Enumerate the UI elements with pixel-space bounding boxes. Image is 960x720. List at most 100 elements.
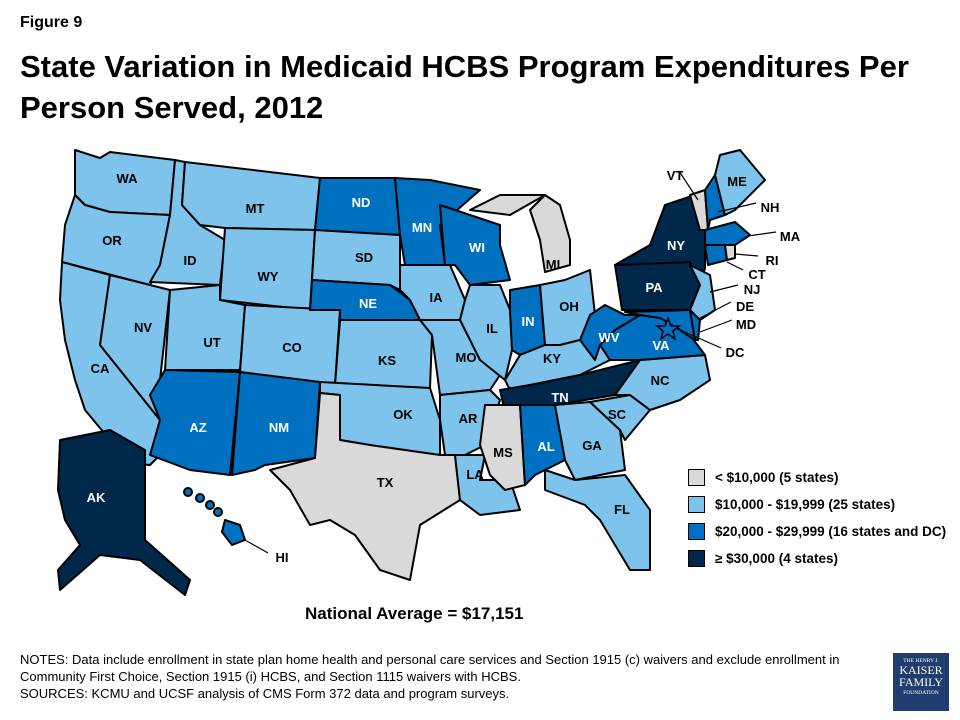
legend-item: $20,000 - $29,999 (16 states and DC): [688, 518, 946, 545]
state-mi: [529, 194, 571, 273]
logo-line: FOUNDATION: [903, 690, 939, 696]
state-label-sd: SD: [355, 250, 373, 265]
state-label-md: MD: [736, 317, 756, 332]
state-label-la: LA: [466, 467, 484, 482]
state-label-de: DE: [736, 299, 754, 314]
state-me: [714, 149, 766, 216]
legend-swatch: [688, 496, 705, 513]
state-sc: [589, 394, 651, 441]
legend-label: $10,000 - $19,999 (25 states): [715, 497, 896, 512]
kff-logo: THE HENRY J. KAISER FAMILY FOUNDATION: [893, 653, 949, 711]
state-ak: [57, 429, 191, 596]
state-tx: [269, 392, 461, 581]
legend-swatch: [688, 550, 705, 567]
state-label-me: ME: [727, 174, 747, 189]
state-wi: [439, 204, 511, 286]
state-label-wa: WA: [117, 171, 139, 186]
leader-line: [726, 261, 744, 271]
state-label-sc: SC: [608, 407, 627, 422]
national-average: National Average = $17,151: [305, 604, 524, 623]
state-label-fl: FL: [614, 502, 630, 517]
logo-line: FAMILY: [899, 675, 943, 689]
legend-swatch: [688, 523, 705, 540]
state-sd: [311, 229, 401, 291]
state-label-id: ID: [184, 253, 197, 268]
state-nj: [689, 264, 716, 321]
state-label-ar: AR: [459, 411, 478, 426]
figure-title: State Variation in Medicaid HCBS Program…: [20, 49, 909, 125]
state-label-in: IN: [522, 314, 535, 329]
state-label-ak: AK: [87, 490, 106, 505]
state-label-al: AL: [537, 439, 554, 454]
leader-line: [699, 301, 732, 319]
state-label-ut: UT: [203, 335, 220, 350]
state-hi-island: [195, 493, 205, 503]
state-label-wy: WY: [258, 269, 279, 284]
state-label-dc: DC: [726, 345, 745, 360]
figure-label: Figure 9: [20, 14, 83, 31]
state-label-az: AZ: [189, 420, 206, 435]
state-label-nc: NC: [651, 373, 670, 388]
state-hi: [221, 519, 246, 546]
state-label-nd: ND: [352, 195, 371, 210]
state-label-oh: OH: [559, 299, 579, 314]
state-wv: [579, 304, 641, 361]
leader-line: [734, 253, 759, 257]
leader-line: [244, 539, 269, 554]
legend-swatch: [688, 469, 705, 486]
leader-line: [684, 331, 722, 349]
state-mt: [181, 161, 321, 231]
state-label-hi: HI: [276, 550, 289, 565]
state-label-mn: MN: [412, 220, 432, 235]
legend-item: $10,000 - $19,999 (25 states): [688, 491, 946, 518]
state-label-nm: NM: [269, 420, 289, 435]
state-label-ga: GA: [582, 438, 602, 453]
state-label-co: CO: [282, 340, 302, 355]
state-label-ok: OK: [393, 407, 413, 422]
state-label-va: VA: [652, 338, 670, 353]
state-mi: [469, 194, 546, 216]
state-label-nj: NJ: [744, 282, 761, 297]
state-fl: [544, 469, 651, 571]
state-label-wv: WV: [599, 330, 620, 345]
state-label-ne: NE: [359, 296, 377, 311]
state-label-ca: CA: [91, 361, 110, 376]
state-hi-island: [183, 487, 193, 497]
state-label-nh: NH: [761, 200, 780, 215]
state-label-tx: TX: [377, 475, 394, 490]
state-label-ky: KY: [543, 351, 561, 366]
sources-text: SOURCES: KCMU and UCSF analysis of CMS F…: [20, 686, 510, 701]
leader-line: [699, 319, 733, 333]
state-la: [444, 454, 521, 516]
state-label-ri: RI: [766, 253, 779, 268]
state-label-ma: MA: [780, 229, 801, 244]
logo-line: KAISER: [899, 663, 943, 677]
state-ct: [704, 244, 728, 266]
state-label-mt: MT: [246, 201, 265, 216]
state-label-ks: KS: [378, 353, 396, 368]
state-label-mi: MI: [546, 257, 560, 272]
legend-label: $20,000 - $29,999 (16 states and DC): [715, 524, 947, 539]
state-label-ms: MS: [493, 445, 513, 460]
state-hi-island: [213, 507, 223, 517]
legend: < $10,000 (5 states) $10,000 - $19,999 (…: [688, 464, 946, 572]
legend-item: < $10,000 (5 states): [688, 464, 946, 491]
state-label-tn: TN: [551, 390, 568, 405]
state-label-wi: WI: [469, 240, 485, 255]
notes-text: NOTES: Data include enrollment in state …: [20, 652, 840, 684]
legend-label: ≥ $30,000 (4 states): [715, 551, 838, 566]
state-ri: [724, 244, 736, 261]
state-label-il: IL: [486, 321, 498, 336]
state-nh: [704, 174, 726, 231]
state-ks: [334, 319, 433, 389]
dc-star-icon: [654, 315, 682, 341]
state-label-ia: IA: [430, 290, 444, 305]
state-label-pa: PA: [645, 280, 663, 295]
state-ma: [704, 221, 751, 246]
legend-item: ≥ $30,000 (4 states): [688, 545, 946, 572]
legend-label: < $10,000 (5 states): [715, 470, 839, 485]
state-label-mo: MO: [456, 350, 477, 365]
notes: NOTES: Data include enrollment in state …: [20, 651, 860, 702]
state-label-ct: CT: [748, 267, 765, 282]
